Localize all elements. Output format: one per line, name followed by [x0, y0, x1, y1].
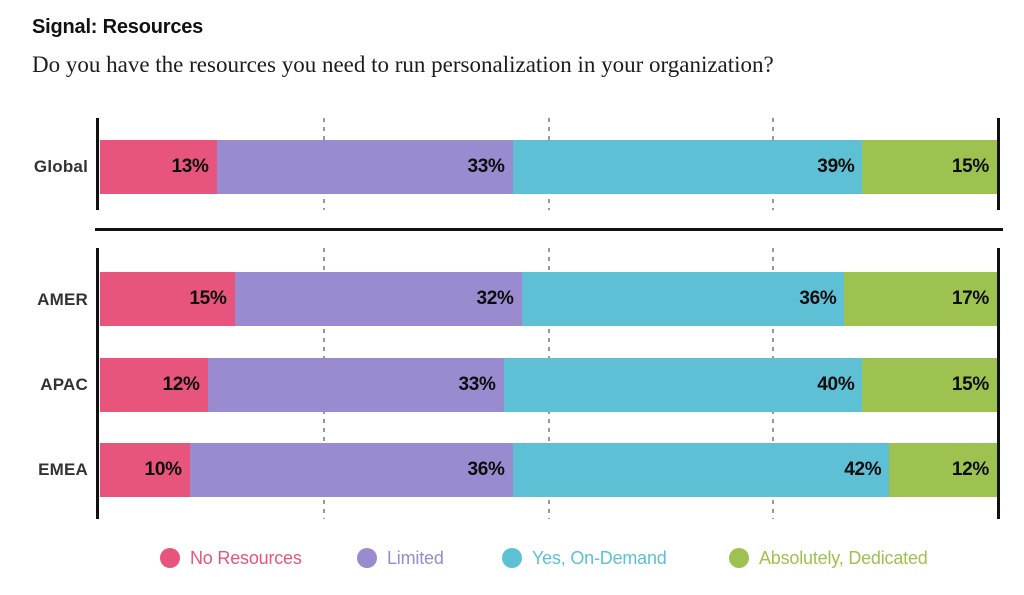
bar-segment: 39%: [512, 140, 863, 194]
bar-segment: 15%: [100, 272, 235, 326]
group-separator-line: [95, 228, 1003, 231]
axis-line-left-regions: [96, 248, 99, 519]
legend-item-absolutely-dedicated: Absolutely, Dedicated: [729, 546, 928, 570]
legend-label: Absolutely, Dedicated: [759, 547, 928, 568]
segment-value-label: 15%: [951, 374, 989, 395]
bar-row-global: 13% 33% 39% 15%: [100, 140, 997, 194]
segment-value-label: 42%: [844, 459, 882, 480]
bar-segment: 36%: [189, 443, 513, 497]
bar-segment: 32%: [234, 272, 522, 326]
segment-value-label: 12%: [951, 459, 989, 480]
segment-value-label: 12%: [162, 374, 200, 395]
category-label-global: Global: [33, 157, 88, 176]
bar-segment: 33%: [207, 358, 504, 412]
bar-segment: 15%: [862, 358, 997, 412]
legend-label: No Resources: [190, 547, 302, 568]
segment-value-label: 17%: [951, 288, 989, 309]
category-label-amer: AMER: [37, 290, 88, 309]
bar-segment: 40%: [503, 358, 863, 412]
legend-dot-icon: [357, 548, 377, 568]
segment-value-label: 13%: [171, 156, 209, 177]
bar-segment: 12%: [889, 443, 997, 497]
category-label-apac: APAC: [40, 375, 88, 394]
bar-segment: 33%: [216, 140, 513, 194]
bar-segment: 10%: [100, 443, 190, 497]
segment-value-label: 40%: [817, 374, 855, 395]
segment-value-label: 32%: [476, 288, 514, 309]
segment-value-label: 36%: [799, 288, 837, 309]
legend-item-yes-on-demand: Yes, On-Demand: [502, 546, 667, 570]
bar-row-amer: 15% 32% 36% 17%: [100, 272, 997, 326]
chart-title: Signal: Resources: [32, 16, 204, 38]
axis-line-right-global: [997, 118, 1000, 210]
bar-row-apac: 12% 33% 40% 15%: [100, 358, 997, 412]
bar-segment: 36%: [521, 272, 845, 326]
segment-value-label: 33%: [467, 156, 505, 177]
legend-label: Yes, On-Demand: [532, 547, 667, 568]
bar-segment: 17%: [844, 272, 997, 326]
axis-line-right-regions: [997, 248, 1000, 519]
axis-line-left-global: [96, 118, 99, 210]
segment-value-label: 15%: [189, 288, 227, 309]
legend-dot-icon: [502, 548, 522, 568]
bar-segment: 13%: [100, 140, 217, 194]
category-label-emea: EMEA: [38, 460, 88, 479]
bar-segment: 15%: [862, 140, 997, 194]
legend-dot-icon: [729, 548, 749, 568]
segment-value-label: 33%: [458, 374, 496, 395]
legend-item-limited: Limited: [357, 546, 444, 570]
bar-segment: 12%: [100, 358, 208, 412]
legend-label: Limited: [387, 547, 444, 568]
segment-value-label: 10%: [144, 459, 182, 480]
legend-dot-icon: [160, 548, 180, 568]
segment-value-label: 15%: [951, 156, 989, 177]
chart-subtitle: Do you have the resources you need to ru…: [32, 52, 774, 77]
bar-segment: 42%: [512, 443, 890, 497]
segment-value-label: 36%: [467, 459, 505, 480]
bar-row-emea: 10% 36% 42% 12%: [100, 443, 997, 497]
segment-value-label: 39%: [817, 156, 855, 177]
legend-item-no-resources: No Resources: [160, 546, 302, 570]
